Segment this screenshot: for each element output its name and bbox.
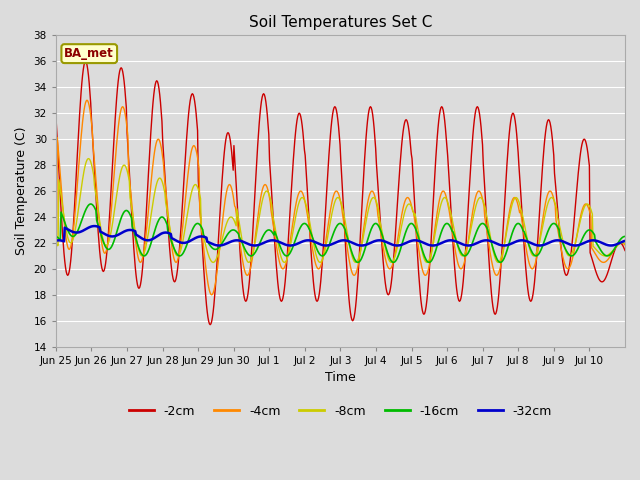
-16cm — [252, 248, 260, 254]
Text: BA_met: BA_met — [65, 47, 114, 60]
-8cm — [401, 210, 408, 216]
-32cm — [91, 223, 99, 229]
-32cm — [401, 240, 408, 246]
-32cm — [621, 238, 629, 244]
Line: -8cm: -8cm — [56, 158, 625, 263]
Line: -4cm: -4cm — [56, 100, 625, 295]
-32cm — [120, 229, 127, 235]
-2cm — [275, 286, 282, 291]
Title: Soil Temperatures Set C: Soil Temperatures Set C — [249, 15, 432, 30]
-2cm — [120, 72, 127, 78]
-8cm — [275, 243, 282, 249]
-16cm — [274, 237, 282, 242]
Line: -2cm: -2cm — [56, 61, 625, 324]
-32cm — [253, 242, 260, 248]
Y-axis label: Soil Temperature (C): Soil Temperature (C) — [15, 127, 28, 255]
-8cm — [253, 228, 260, 234]
-16cm — [433, 245, 440, 251]
-2cm — [401, 120, 408, 126]
-4cm — [433, 214, 440, 220]
-32cm — [225, 240, 232, 245]
-8cm — [52, 241, 60, 247]
Line: -32cm: -32cm — [56, 226, 625, 245]
-2cm — [253, 155, 260, 161]
-4cm — [225, 182, 232, 188]
-16cm — [52, 234, 60, 240]
-8cm — [84, 156, 92, 161]
-16cm — [354, 260, 362, 265]
-4cm — [253, 221, 260, 227]
-8cm — [225, 216, 232, 222]
-8cm — [621, 240, 629, 246]
-4cm — [83, 97, 91, 103]
-2cm — [433, 144, 440, 150]
-16cm — [401, 233, 408, 239]
-16cm — [120, 210, 127, 216]
-32cm — [52, 238, 60, 243]
-4cm — [52, 243, 60, 249]
-4cm — [401, 199, 408, 205]
-16cm — [87, 201, 95, 207]
-2cm — [206, 322, 214, 327]
-8cm — [433, 223, 440, 228]
-8cm — [209, 260, 217, 265]
Legend: -2cm, -4cm, -8cm, -16cm, -32cm: -2cm, -4cm, -8cm, -16cm, -32cm — [124, 400, 557, 423]
-4cm — [275, 254, 282, 260]
-16cm — [224, 231, 232, 237]
-16cm — [621, 234, 629, 240]
-2cm — [621, 248, 629, 253]
-4cm — [120, 105, 127, 110]
-32cm — [215, 242, 223, 248]
-2cm — [82, 59, 90, 64]
-32cm — [275, 239, 282, 244]
-4cm — [621, 242, 629, 248]
-8cm — [120, 163, 127, 168]
X-axis label: Time: Time — [325, 372, 356, 384]
Line: -16cm: -16cm — [56, 204, 625, 263]
-2cm — [52, 112, 60, 118]
-2cm — [225, 131, 232, 136]
-4cm — [208, 292, 216, 298]
-32cm — [433, 242, 440, 248]
